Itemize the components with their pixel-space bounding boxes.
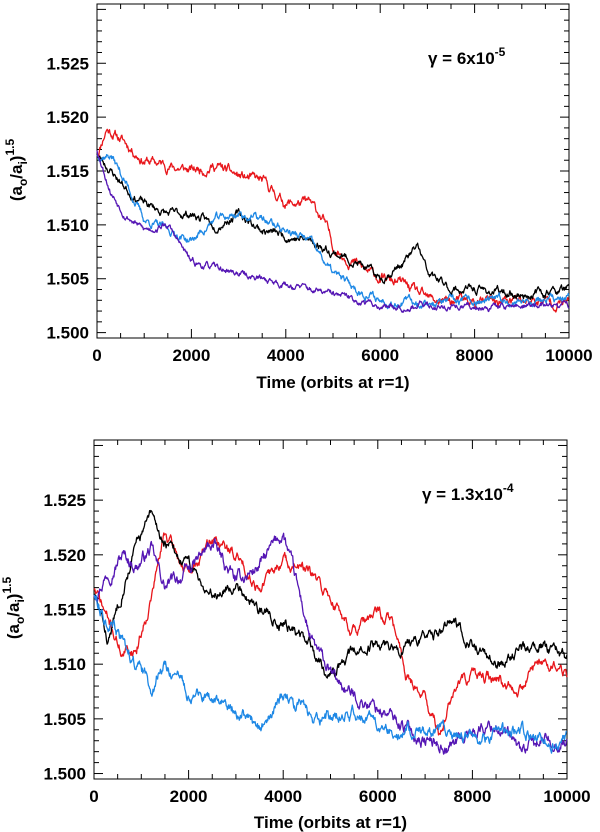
y-axis-label-close: ): [4, 594, 23, 600]
series-line-1: [96, 155, 570, 301]
y-tick-label: 1.510: [46, 216, 89, 235]
y-tick-label: 1.505: [46, 270, 89, 289]
gamma-annotation-exponent: -4: [503, 481, 514, 495]
y-axis-label-sub2: i: [13, 599, 27, 602]
y-tick-label: 1.500: [46, 324, 89, 343]
y-tick-label: 1.515: [43, 601, 86, 620]
series-line-2: [93, 532, 568, 755]
y-axis-label-mid: /a: [7, 164, 26, 179]
x-tick-label: 6000: [359, 787, 397, 806]
x-tick-label: 8000: [456, 346, 494, 365]
y-axis-label-sup: 1.5: [0, 577, 14, 594]
x-axis-label: Time (orbits at r=1): [254, 813, 407, 832]
x-tick-label: 6000: [361, 346, 399, 365]
series-line-3: [96, 150, 570, 313]
gamma-annotation-text: γ = 1.3x10: [422, 485, 503, 504]
y-axis-label: (ao/ai)1.5: [3, 139, 30, 202]
x-tick-label: 4000: [264, 787, 302, 806]
y-axis-label-sub1: o: [16, 179, 30, 186]
x-tick-label: 4000: [267, 346, 305, 365]
y-tick-label: 1.510: [43, 655, 86, 674]
series-line-3: [93, 594, 567, 754]
gamma-annotation-text: γ = 6x10: [428, 49, 495, 68]
x-tick-label: 10000: [545, 346, 592, 365]
gamma-annotation: γ = 1.3x10-4: [422, 481, 514, 504]
y-axis-label-base: (a: [7, 186, 26, 202]
series-line-0: [96, 128, 569, 313]
x-tick-label: 2000: [172, 346, 210, 365]
y-axis-label-base: (a: [4, 624, 23, 640]
y-axis-label-sub1: o: [13, 617, 27, 624]
y-tick-label: 1.520: [43, 546, 86, 565]
y-axis-label-close: ): [7, 156, 26, 162]
series-line-1: [93, 509, 568, 679]
x-tick-label: 8000: [453, 787, 491, 806]
y-tick-label: 1.500: [43, 765, 86, 784]
chart-panel-top: 0 2000 4000 6000 8000 10000 1.500 1.505 1.510 1.5…: [3, 3, 593, 392]
y-tick-label: 1.515: [46, 162, 89, 181]
y-axis-label-sup: 1.5: [3, 139, 17, 156]
y-tick-label: 1.525: [43, 491, 86, 510]
y-tick-label: 1.520: [46, 108, 89, 127]
x-tick-label: 2000: [170, 787, 208, 806]
series-line-0: [93, 532, 568, 736]
chart-panel-bottom: 0 2000 4000 6000 8000 10000 1.500 1.505 1.510 1.5…: [0, 439, 591, 832]
y-axis-label: (ao/ai)1.5: [0, 577, 27, 640]
x-tick-label: 0: [89, 787, 98, 806]
x-tick-label: 0: [92, 346, 101, 365]
x-tick-label: 10000: [543, 787, 590, 806]
gamma-annotation-exponent: -5: [495, 45, 506, 59]
y-tick-label: 1.525: [46, 54, 89, 73]
x-axis-label: Time (orbits at r=1): [256, 373, 409, 392]
gamma-annotation: γ = 6x10-5: [428, 45, 506, 68]
y-axis-label-mid: /a: [4, 602, 23, 617]
y-axis-label-sub2: i: [16, 161, 30, 164]
y-tick-label: 1.505: [43, 710, 86, 729]
